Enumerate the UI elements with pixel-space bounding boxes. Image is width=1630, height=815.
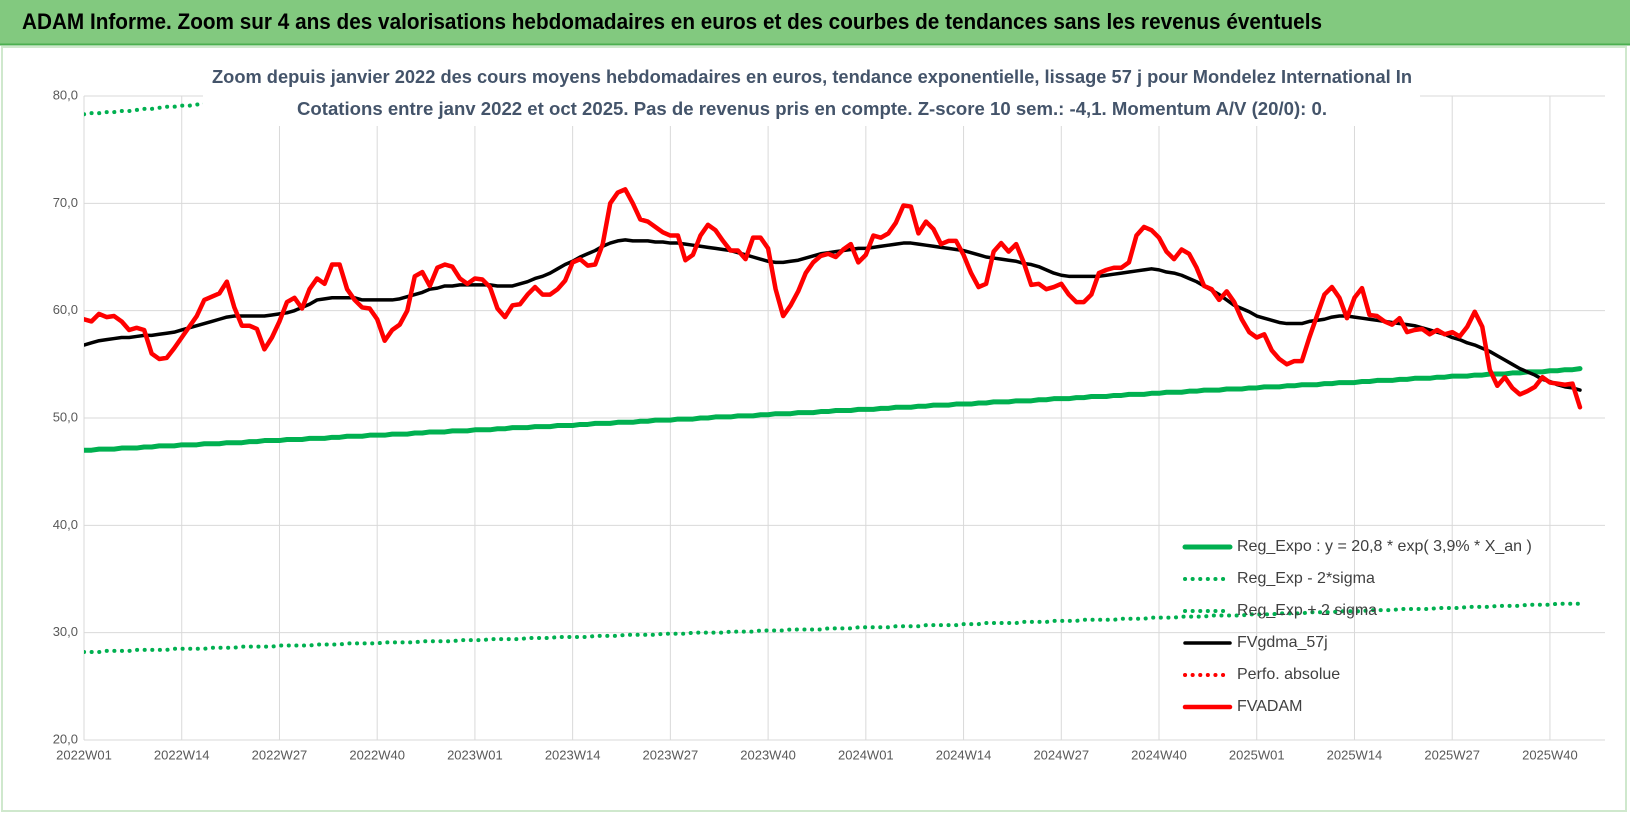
x-tick-label: 2022W14 xyxy=(154,747,210,762)
y-tick-label: 80,0 xyxy=(53,87,78,102)
series-line xyxy=(84,187,1583,410)
plot xyxy=(84,96,1583,654)
legend-label: Perfo. absolue xyxy=(1237,666,1340,683)
x-tick-label: 2023W14 xyxy=(545,747,601,762)
series-line xyxy=(84,601,1582,654)
y-tick-label: 40,0 xyxy=(53,517,78,532)
series-line xyxy=(84,366,1583,453)
y-tick-label: 60,0 xyxy=(53,302,78,317)
x-tick-label: 2024W01 xyxy=(838,747,894,762)
y-tick-label: 50,0 xyxy=(53,409,78,424)
subtitle: Cotations entre janv 2022 et oct 2025. P… xyxy=(297,99,1327,119)
legend-label: Reg_Exp + 2 sigma xyxy=(1237,602,1377,619)
x-tick-label: 2023W27 xyxy=(643,747,699,762)
x-tick-label: 2023W40 xyxy=(740,747,796,762)
x-tick-label: 2024W40 xyxy=(1131,747,1187,762)
legend-label: Reg_Expo : y = 20,8 * exp( 3,9% * X_an ) xyxy=(1237,538,1532,555)
x-tick-label: 2025W14 xyxy=(1327,747,1383,762)
x-tick-label: 2024W14 xyxy=(936,747,992,762)
legend: Reg_Expo : y = 20,8 * exp( 3,9% * X_an )… xyxy=(1182,538,1532,715)
x-tick-label: 2025W01 xyxy=(1229,747,1285,762)
legend-label: Reg_Exp - 2*sigma xyxy=(1237,570,1375,587)
x-tick-label: 2022W40 xyxy=(349,747,405,762)
x-tick-label: 2022W01 xyxy=(56,747,112,762)
y-tick-label: 20,0 xyxy=(53,731,78,746)
series-line xyxy=(84,238,1582,392)
legend-label: FVgdma_57j xyxy=(1237,634,1328,651)
x-tick-label: 2024W27 xyxy=(1033,747,1089,762)
y-tick-label: 30,0 xyxy=(53,624,78,639)
x-tick-label: 2025W40 xyxy=(1522,747,1578,762)
x-tick-label: 2022W27 xyxy=(252,747,308,762)
grid xyxy=(83,95,1605,741)
legend-label: FVADAM xyxy=(1237,698,1302,715)
x-tick-label: 2023W01 xyxy=(447,747,503,762)
y-tick-label: 70,0 xyxy=(53,195,78,210)
chart-border xyxy=(1,46,1627,812)
page-title: ADAM Informe. Zoom sur 4 ans des valoris… xyxy=(22,9,1322,34)
subtitle-background xyxy=(203,62,1420,126)
x-tick-label: 2025W27 xyxy=(1424,747,1480,762)
header-bar xyxy=(0,0,1630,44)
subtitle: Zoom depuis janvier 2022 des cours moyen… xyxy=(212,67,1412,87)
